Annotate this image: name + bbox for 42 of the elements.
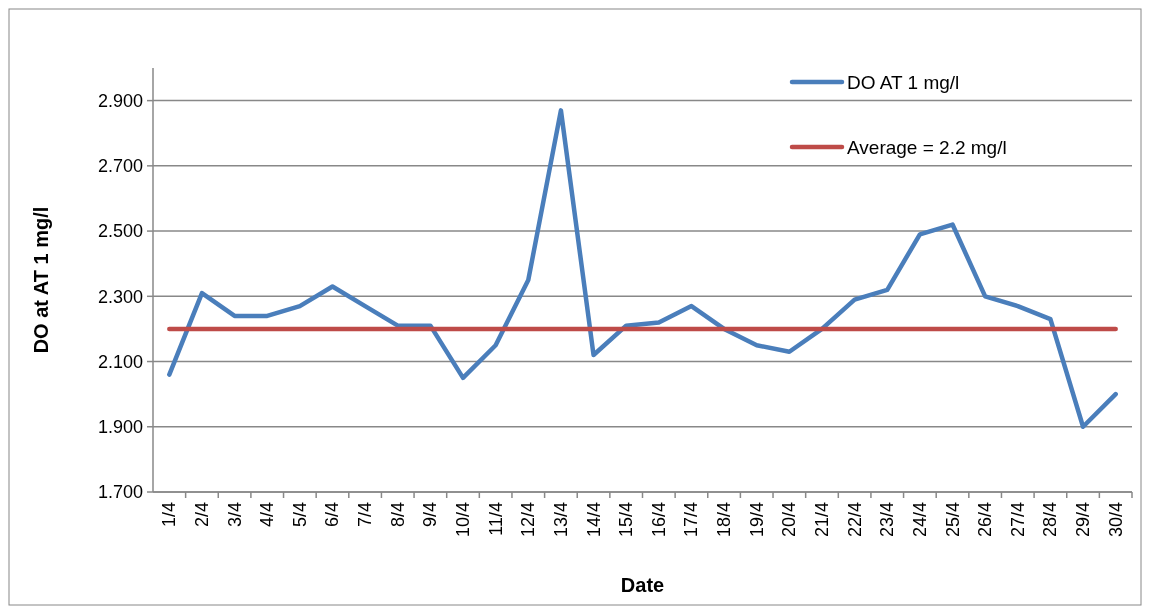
line-series xyxy=(167,108,1118,430)
x-tick-label: 7/4 xyxy=(355,502,376,528)
x-tick-label: 14/4 xyxy=(583,502,604,538)
x-tick-label: 19/4 xyxy=(746,502,767,538)
legend-label: DO AT 1 mg/l xyxy=(847,71,960,93)
x-tick-label: 21/4 xyxy=(811,502,832,538)
x-tick-label: 27/4 xyxy=(1007,502,1028,538)
y-tick-label: 2.900 xyxy=(97,90,143,111)
x-tick-label: 29/4 xyxy=(1073,502,1094,538)
x-tick-label: 12/4 xyxy=(518,502,539,538)
x-tick-label: 20/4 xyxy=(779,502,800,538)
x-tick-label: 10/4 xyxy=(453,502,474,538)
x-tick-label: 1/4 xyxy=(159,502,180,528)
x-tick-label: 11/4 xyxy=(485,502,506,536)
x-tick-label: 16/4 xyxy=(648,502,669,538)
x-axis-title: Date xyxy=(620,574,665,596)
y-tick-label: 2.500 xyxy=(97,221,143,242)
x-tick-label: 8/4 xyxy=(387,502,408,528)
x-tick-label: 17/4 xyxy=(681,502,702,538)
x-tick-label: 5/4 xyxy=(289,502,310,528)
x-tick-label: 26/4 xyxy=(975,502,996,538)
y-axis-title: DO at AT 1 mg/l xyxy=(30,206,52,354)
x-tick-label: 13/4 xyxy=(550,502,571,538)
x-tick-label: 4/4 xyxy=(257,502,278,528)
x-tick-label: 22/4 xyxy=(844,502,865,538)
y-tick-label: 2.100 xyxy=(97,351,143,372)
y-tick-label: 2.700 xyxy=(97,156,143,177)
x-tick-label: 2/4 xyxy=(191,502,212,528)
x-tick-label: 3/4 xyxy=(224,502,245,528)
y-tick-label: 1.900 xyxy=(97,417,143,438)
legend-label: Average = 2.2 mg/l xyxy=(847,136,1007,158)
y-tick-label: 2.300 xyxy=(97,286,143,307)
x-tick-label: 9/4 xyxy=(420,502,441,528)
x-tick-label: 23/4 xyxy=(877,502,898,538)
x-tick-label: 30/4 xyxy=(1105,502,1126,538)
x-tick-label: 25/4 xyxy=(942,502,963,538)
x-tick-label: 15/4 xyxy=(616,502,637,538)
x-tick-label: 6/4 xyxy=(322,502,343,528)
x-tick-label: 24/4 xyxy=(909,502,930,538)
x-tick-label: 18/4 xyxy=(714,502,735,538)
x-tick-label: 28/4 xyxy=(1040,502,1061,538)
y-tick-label: 1.700 xyxy=(97,482,143,503)
